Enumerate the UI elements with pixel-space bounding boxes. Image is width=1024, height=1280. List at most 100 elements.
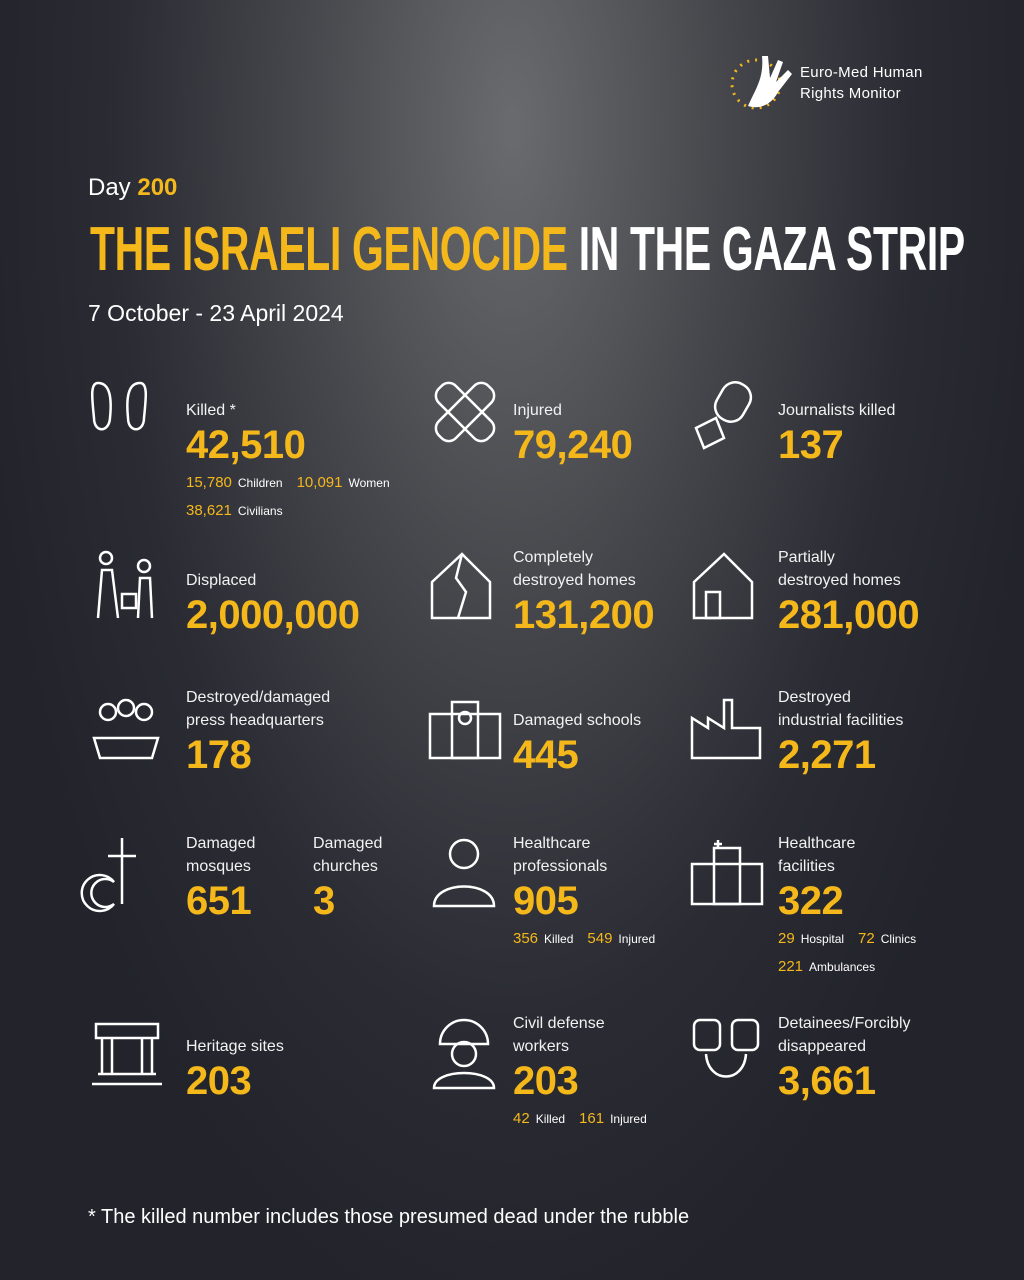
day: Day 200 (88, 174, 177, 202)
detail-row: 38,621 Civilians (186, 498, 404, 524)
icon-stroke (134, 702, 154, 722)
stat-value: 905 (513, 879, 579, 923)
icon-stroke (704, 590, 722, 620)
icon-stroke (454, 553, 468, 619)
icon-stroke (432, 1071, 496, 1090)
icon-stroke (120, 592, 138, 610)
stat-icon (91, 381, 147, 431)
stat-value: 2,000,000 (186, 593, 360, 637)
icon-stroke (690, 862, 764, 906)
detail-row: 356 Killed 549 Injured (513, 926, 669, 952)
icon-stroke (692, 552, 754, 620)
stat-icon (92, 698, 160, 760)
icon-stroke (730, 1018, 760, 1052)
stat-label: Healthcare (778, 835, 856, 852)
stat-value: 42,510 (186, 423, 306, 467)
detail-label: Killed (544, 932, 574, 946)
icon-stroke (690, 698, 762, 760)
icon-stroke (438, 1018, 490, 1046)
detail-value: 42 (513, 1110, 530, 1127)
detail-label: Hospital (800, 932, 845, 946)
stat-icon (692, 552, 754, 620)
stat-label: Killed * (186, 402, 236, 419)
stat: Detainees/Forcibly disappeared 3,661 (778, 1012, 911, 1104)
icon-stroke (96, 568, 120, 619)
detail-label: Ambulances (809, 960, 876, 974)
day-label: Day (88, 174, 131, 201)
day-number: 200 (137, 174, 178, 201)
stat-label: workers (513, 1038, 570, 1055)
detail-label: Injured (610, 1112, 647, 1126)
detail-row: 221 Ambulances (778, 954, 930, 980)
stat-label: churches (313, 858, 378, 875)
icon-stroke (430, 552, 492, 620)
icon-stroke (692, 1018, 722, 1052)
stat-icon (432, 838, 496, 908)
stat: Damaged churches 3 (313, 832, 382, 924)
stat-value: 2,271 (778, 733, 876, 777)
brand: Euro-Med Human Rights Monitor (800, 62, 923, 104)
stat-label: Damaged (313, 835, 383, 852)
title-highlight: THE ISRAELI GENOCIDE (90, 215, 568, 284)
detail-row: 29 Hospital 72 Clinics (778, 926, 930, 952)
detail-row: 15,780 Children 10,091 Women (186, 470, 404, 496)
icon-stroke (98, 702, 118, 722)
icon-stroke (91, 381, 112, 431)
stat-icon (96, 550, 154, 619)
stat-label: destroyed homes (513, 572, 636, 589)
stat-value: 281,000 (778, 593, 920, 637)
stat-label: professionals (513, 858, 608, 875)
stat-icon (692, 1018, 760, 1078)
stat-icon (92, 1022, 162, 1086)
stat-value: 203 (513, 1059, 579, 1103)
stat: Destroyed/damaged press headquarters 178 (186, 686, 330, 778)
stat-label: Partially (778, 549, 835, 566)
brand-logo (730, 56, 792, 110)
detail-value: 72 (858, 930, 875, 947)
stat-label: Heritage sites (186, 1038, 284, 1055)
detail-label: Killed (535, 1112, 566, 1126)
icon-stroke (712, 846, 742, 906)
stat-label: industrial facilities (778, 712, 904, 729)
detail-label: Clinics (880, 932, 917, 946)
stat-value: 203 (186, 1059, 252, 1103)
icon-stroke (98, 550, 114, 566)
title: THE ISRAELI GENOCIDE IN THE GAZA STRIP (90, 214, 965, 285)
detail-label: Women (348, 476, 390, 490)
stat: Displaced 2,000,000 (186, 569, 360, 638)
icon-stroke (694, 416, 726, 450)
stat: Damaged schools 445 (513, 709, 641, 778)
stat-icon (432, 1018, 496, 1090)
stat-icon (428, 700, 502, 760)
stat-value: 3,661 (778, 1059, 876, 1103)
detail-value: 221 (778, 958, 804, 975)
stat-value: 3 (313, 879, 335, 923)
stat: Civil defense workers 203 42 Killed 161 Injure… (513, 1012, 661, 1132)
icon-stroke (92, 736, 160, 760)
stat-label: Destroyed/damaged (186, 689, 331, 706)
detail-value: 161 (579, 1110, 605, 1127)
stat-label: Civil defense (513, 1015, 605, 1032)
stat: Injured 79,240 (513, 399, 633, 468)
stat-label: Destroyed (778, 689, 851, 706)
icon-stroke (450, 700, 480, 760)
icon-stroke (434, 381, 496, 443)
stat-label: press headquarters (186, 712, 324, 729)
icon-stroke (714, 840, 722, 848)
date-range: 7 October - 23 April 2024 (88, 300, 344, 326)
detail-value: 38,621 (186, 502, 232, 519)
stat-icon (690, 698, 762, 760)
brand-line: Rights Monitor (800, 85, 901, 102)
icon-stroke (126, 381, 147, 431)
detail-value: 10,091 (296, 474, 343, 491)
stat-label: Displaced (186, 572, 257, 589)
stat-label: disappeared (778, 1038, 867, 1055)
stat-value: 178 (186, 733, 252, 777)
detail-label: Injured (618, 932, 656, 946)
stat-value: 137 (778, 423, 844, 467)
detail-value: 15,780 (186, 474, 232, 491)
stat: Completely destroyed homes 131,200 (513, 546, 655, 638)
stat-label: mosques (186, 858, 251, 875)
stat: Destroyed industrial facilities 2,271 (778, 686, 903, 778)
